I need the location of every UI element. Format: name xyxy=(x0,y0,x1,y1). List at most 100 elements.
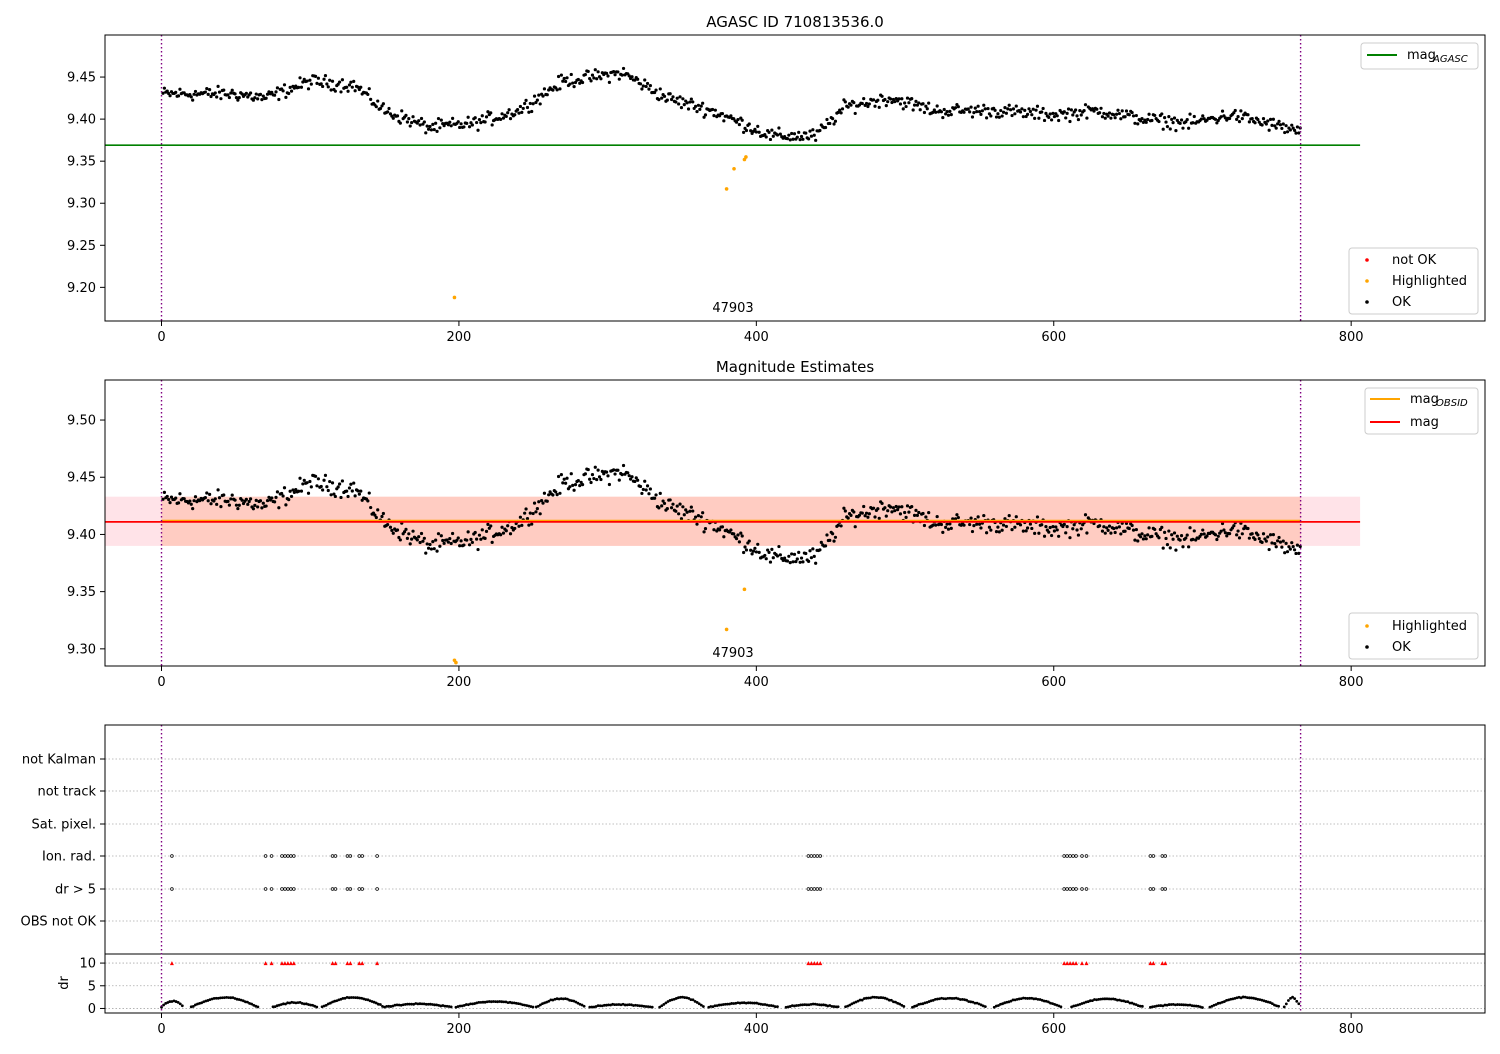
agasc-ok-point-413 xyxy=(744,128,749,133)
agasc-ok-point-53 xyxy=(236,98,240,102)
mag-ok-point-797 xyxy=(1287,545,1291,549)
mag-ok-point-769 xyxy=(1247,536,1251,540)
mag-ok-point-449 xyxy=(795,557,799,561)
dr-point-234 xyxy=(683,996,687,999)
mag-ok-point-203 xyxy=(448,537,452,541)
mag-ok-point-650 xyxy=(1079,527,1083,531)
mag-ok-point-639 xyxy=(1064,531,1068,535)
agasc-ok-point-406 xyxy=(734,120,739,124)
dr-point-473 xyxy=(1229,997,1233,1001)
flag-mark-1-24 xyxy=(1074,887,1078,891)
mag-ok-point-530 xyxy=(910,504,914,509)
mag-ok-point-23 xyxy=(193,495,198,499)
dr-point-30 xyxy=(229,996,233,1000)
dr-point-94 xyxy=(379,1003,382,1006)
dr-point-204 xyxy=(615,1003,619,1007)
mag-ok-point-140 xyxy=(359,489,363,493)
mag-ok-point-217 xyxy=(467,543,472,547)
mag-ok-point-430 xyxy=(768,560,773,564)
agasc-highlighted-point-1 xyxy=(724,187,729,191)
agasc-ok-point-12 xyxy=(178,87,182,91)
agasc-ok-point-79 xyxy=(273,93,277,97)
mag-ok-point-167 xyxy=(397,535,401,540)
agasc-ok-point-789 xyxy=(1276,122,1280,126)
agasc-ok-point-223 xyxy=(476,128,480,132)
mag-ok-point-194 xyxy=(435,549,439,553)
mag-ok-point-54 xyxy=(237,503,241,507)
mag-ok-point-390 xyxy=(712,528,716,532)
dr-point-344 xyxy=(933,997,937,1001)
mag-ok-point-9 xyxy=(174,496,178,500)
mag-ok-point-69 xyxy=(258,499,263,503)
agasc-ok-point-613 xyxy=(1027,107,1031,111)
mag-ok-point-114 xyxy=(322,478,326,482)
dr-point-159 xyxy=(517,1002,520,1006)
dr-point-243 xyxy=(701,1005,705,1008)
mag-ok-point-223 xyxy=(476,547,480,552)
dr-point-270 xyxy=(761,1003,765,1006)
mag-ok-point-175 xyxy=(408,542,412,546)
mag-ok-point-338 xyxy=(638,484,643,489)
mag-ok-point-132 xyxy=(347,486,352,490)
agasc-ok-point-547 xyxy=(934,110,938,114)
mag-ok-point-421 xyxy=(756,542,760,546)
agasc-ok-point-336 xyxy=(636,77,640,81)
agasc-ok-point-773 xyxy=(1253,121,1257,125)
dr-point-98 xyxy=(387,1004,391,1008)
mag-ok-point-429 xyxy=(767,550,771,555)
mag-ok-point-84 xyxy=(280,491,284,496)
agasc-ok-point-9 xyxy=(174,90,178,95)
dr-point-68 xyxy=(324,1003,328,1007)
agasc-ok-point-196 xyxy=(438,126,442,130)
mag-ok-point-578 xyxy=(977,522,982,526)
agasc-ok-point-669 xyxy=(1106,114,1110,118)
agasc-ok-point-616 xyxy=(1031,107,1035,111)
agasc-ok-point-630 xyxy=(1051,111,1055,115)
agasc-ok-point-303 xyxy=(589,79,593,83)
flag-label-0: not Kalman xyxy=(22,753,96,768)
mag-ok-point-591 xyxy=(996,525,1000,529)
mag-ok-point-752 xyxy=(1223,531,1227,535)
dr-point-333 xyxy=(911,1005,914,1009)
agasc-ok-point-664 xyxy=(1099,106,1103,110)
agasc-ok-point-590 xyxy=(994,115,999,119)
dr-point-189 xyxy=(580,1003,584,1007)
mag-ok-point-118 xyxy=(328,479,332,484)
agasc-ok-point-708 xyxy=(1161,127,1165,131)
dr-point-256 xyxy=(732,1002,736,1005)
mag-ok-point-100 xyxy=(302,478,306,482)
dr-point-224 xyxy=(662,1002,666,1006)
mag-ok-point-52 xyxy=(234,503,239,507)
mag-ok-point-444 xyxy=(788,561,792,565)
agasc-ok-point-709 xyxy=(1163,115,1167,120)
mag-ok-point-715 xyxy=(1171,537,1175,541)
dr-point-198 xyxy=(602,1003,606,1007)
dr-point-143 xyxy=(483,1000,487,1004)
agasc-ok-point-252 xyxy=(517,111,521,115)
mag-ok-point-257 xyxy=(524,507,528,511)
agasc-ok-point-696 xyxy=(1144,120,1148,124)
mag-xtick-label-0: 0 xyxy=(157,675,165,690)
dr-point-51 xyxy=(286,1001,290,1005)
mag-ok-point-693 xyxy=(1140,532,1144,536)
mag-ok-point-254 xyxy=(520,523,524,527)
agasc-ok-point-266 xyxy=(537,93,541,97)
agasc-ok-point-229 xyxy=(484,115,489,119)
agasc-ok-point-690 xyxy=(1136,122,1140,126)
dr-point-93 xyxy=(376,1002,380,1006)
agasc-ok-point-146 xyxy=(367,87,371,91)
mag-ok-point-721 xyxy=(1179,534,1184,538)
agasc-ok-point-512 xyxy=(884,104,888,108)
dr-point-141 xyxy=(479,1001,483,1004)
mag-ok-point-709 xyxy=(1163,530,1167,534)
agasc-ok-point-85 xyxy=(281,89,285,93)
agasc-ok-point-253 xyxy=(518,104,523,109)
mag-ok-point-716 xyxy=(1172,531,1177,535)
agasc-ok-point-192 xyxy=(432,127,436,132)
agasc-ok-point-432 xyxy=(771,134,775,138)
dr-point-368 xyxy=(983,1005,987,1008)
agasc-ok-point-647 xyxy=(1075,114,1079,118)
flag-mark-0-7 xyxy=(292,854,296,858)
agasc-ok-point-77 xyxy=(270,90,274,94)
agasc-ok-point-187 xyxy=(425,124,429,128)
